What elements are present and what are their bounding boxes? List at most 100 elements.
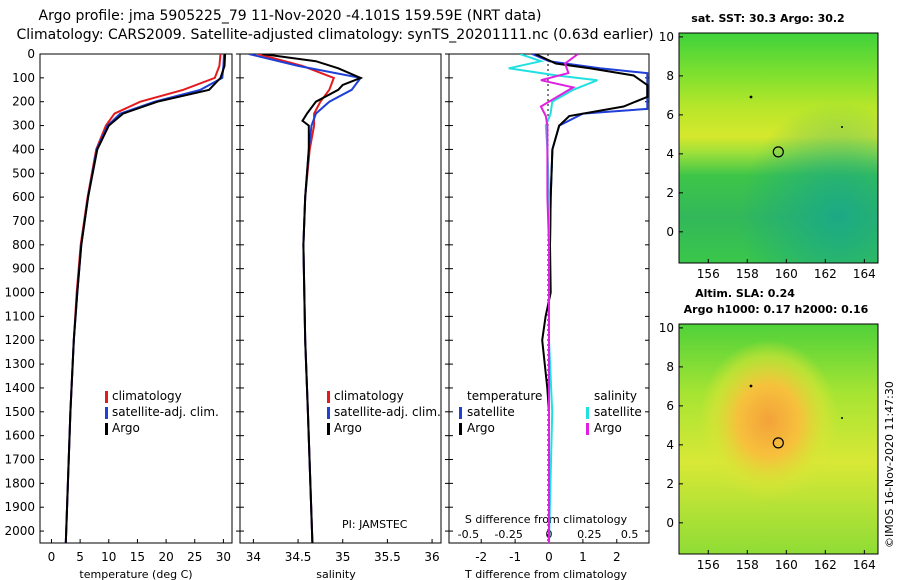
x-tick-label: 34.5 <box>285 550 312 564</box>
map-y-tick-label: 0 <box>666 225 674 239</box>
difference-panel: -2 -1 0 1 2 -0.5 -0.25 0 0.25 0.5 T difference f… <box>448 53 650 580</box>
island-dot <box>841 126 843 128</box>
depth-tick-label: 900 <box>12 262 35 276</box>
sla-field-warm-anomaly <box>679 324 878 554</box>
x-tick-label: 10 <box>101 550 116 564</box>
sla-map-axes: 156 158 160 162 164 10 8 6 4 2 0 <box>659 321 876 572</box>
map-y-tick-label: 0 <box>666 516 674 530</box>
legend-label-s-argo: Argo <box>594 421 622 435</box>
series-salinity-argo <box>539 54 579 543</box>
x-tick-label: 5 <box>76 550 84 564</box>
depth-tick-label: 1200 <box>4 333 35 347</box>
map-x-tick-label: 162 <box>814 267 837 281</box>
legend-label-satellite-adj: satellite-adj. clim. <box>112 405 219 419</box>
s-tick-label: -0.25 <box>494 528 522 541</box>
salinity-plot-frame <box>239 53 442 544</box>
legend-swatch-argo <box>327 423 330 435</box>
map-x-tick-label: 164 <box>853 558 876 572</box>
map-y-tick-label: 2 <box>666 477 674 491</box>
map-y-tick-label: 6 <box>666 108 674 122</box>
series-argo <box>64 54 227 543</box>
map-x-tick-label: 156 <box>697 267 720 281</box>
x-tick-label: 0 <box>48 550 56 564</box>
sla-map: Altim. SLA: 0.24 Argo h1000: 0.17 h2000:… <box>659 287 879 572</box>
salinity-series <box>248 54 364 543</box>
x-tick-label: 2 <box>613 550 621 564</box>
x-tick-label: -2 <box>475 550 487 564</box>
difference-legend-salinity: salinity satellite Argo <box>586 389 642 435</box>
salinity-legend: climatology satellite-adj. clim. Argo <box>327 389 441 435</box>
sla-map-subtitle: Argo h1000: 0.17 h2000: 0.16 <box>684 303 869 316</box>
depth-tick-label: 300 <box>12 119 35 133</box>
depth-tick-label: 800 <box>12 238 35 252</box>
x-tick-label: 35 <box>335 550 350 564</box>
legend-label-s-satellite: satellite <box>594 405 642 419</box>
legend-swatch-climatology <box>327 391 330 403</box>
depth-tick-label: 700 <box>12 214 35 228</box>
map-y-tick-label: 2 <box>666 186 674 200</box>
sla-map-frame <box>678 323 879 555</box>
x-tick-label: -1 <box>509 550 521 564</box>
legend-swatch-t-argo <box>459 423 462 435</box>
depth-tick-label: 1400 <box>4 381 35 395</box>
map-x-tick-label: 160 <box>775 558 798 572</box>
series-salinity-satellite <box>508 54 598 543</box>
sla-map-title: Altim. SLA: 0.24 <box>695 287 795 300</box>
island-dot <box>749 95 753 99</box>
pi-annotation: PI: JAMSTEC <box>342 518 408 531</box>
series-climatology <box>257 54 336 543</box>
x-tick-label: 25 <box>187 550 202 564</box>
depth-tick-label: 600 <box>12 190 35 204</box>
island-dot <box>749 384 753 388</box>
map-x-tick-label: 162 <box>814 558 837 572</box>
depth-tick-label: 400 <box>12 142 35 156</box>
depth-tick-label: 500 <box>12 166 35 180</box>
temperature-plot-frame <box>39 53 233 544</box>
temperature-series <box>64 54 227 543</box>
legend-label-t-satellite: satellite <box>467 405 515 419</box>
s-tick-label: 0.5 <box>621 528 639 541</box>
float-position-marker <box>772 146 784 158</box>
salinity-panel: 34 34.5 35 35.5 36 salinity climatology sate… <box>239 53 442 580</box>
legend-swatch-satellite-adj <box>105 407 108 419</box>
x-tick-label: 34 <box>246 550 261 564</box>
depth-axis: 0 100 200 300 400 500 600 700 800 900 1000 1100 1200… <box>4 47 649 538</box>
temperature-panel: 0100200300400500600700800900100011001200… <box>4 47 649 580</box>
legend-swatch-s-satellite <box>586 407 589 419</box>
legend-label-argo: Argo <box>112 421 140 435</box>
legend-swatch-s-argo <box>586 423 589 435</box>
sst-map-axes: 156 158 160 162 164 10 8 6 4 2 0 <box>659 30 876 281</box>
depth-tick-label: 100 <box>12 71 35 85</box>
s-difference-axis-label: S difference from climatology <box>465 513 628 526</box>
series-temperature-argo <box>534 54 649 543</box>
depth-tick-label: 1100 <box>4 309 35 323</box>
x-tick-label: 36 <box>424 550 439 564</box>
map-y-tick-label: 8 <box>666 69 674 83</box>
depth-tick-label: 1000 <box>4 286 35 300</box>
island-dot <box>841 417 843 419</box>
x-tick-label: 30 <box>216 550 231 564</box>
legend-swatch-t-satellite <box>459 407 462 419</box>
sst-field-cool-patch <box>679 33 878 263</box>
figure-title-line2: Climatology: CARS2009. Satellite-adjuste… <box>16 27 653 43</box>
legend-label-satellite-adj: satellite-adj. clim. <box>334 405 441 419</box>
depth-tick-label: 1600 <box>4 429 35 443</box>
series-argo <box>262 54 364 543</box>
x-tick-label: 1 <box>579 550 587 564</box>
depth-tick-label: 200 <box>12 95 35 109</box>
map-y-tick-label: 8 <box>666 360 674 374</box>
temperature-axis-label: temperature (deg C) <box>79 568 192 580</box>
legend-label-climatology: climatology <box>334 389 404 403</box>
depth-tick-label: 1800 <box>4 476 35 490</box>
depth-tick-label: 2000 <box>4 524 35 538</box>
sst-map-title: sat. SST: 30.3 Argo: 30.2 <box>691 12 844 25</box>
depth-tick-label: 0 <box>27 47 35 61</box>
map-x-tick-label: 156 <box>697 558 720 572</box>
legend-heading-salinity: salinity <box>594 389 637 403</box>
legend-swatch-argo <box>105 423 108 435</box>
float-position-marker <box>772 437 784 449</box>
map-y-tick-label: 4 <box>666 147 674 161</box>
s-tick-label: 0.25 <box>577 528 602 541</box>
figure-title-line1: Argo profile: jma 5905225_79 11-Nov-2020… <box>39 8 542 24</box>
